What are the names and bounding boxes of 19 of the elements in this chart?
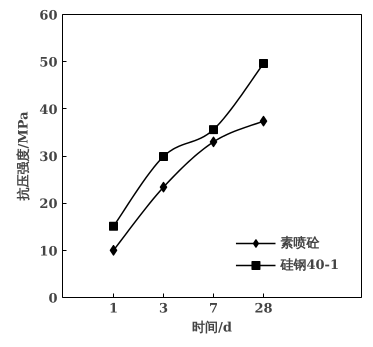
point: [209, 125, 218, 134]
x-tick-label: 1: [108, 302, 118, 316]
point: [159, 152, 168, 161]
x-tick-label: 3: [158, 302, 168, 316]
legend-label: 硅钢40-1: [280, 257, 339, 274]
y-tick-label: 50: [39, 56, 58, 71]
y-tick-label: 20: [39, 197, 58, 212]
x-tick-label: 28: [254, 302, 273, 316]
y-tick-label: 10: [39, 244, 58, 260]
point: [259, 59, 268, 68]
point: [109, 222, 118, 231]
y-axis-title: 抗压强度/MPa: [15, 110, 32, 202]
legend-label: 素喷砼: [280, 234, 320, 252]
y-tick-label: 0: [48, 292, 58, 306]
x-axis-title: 时间/d: [192, 320, 232, 336]
y-tick-label: 30: [39, 150, 58, 165]
x-tick-label: 7: [208, 302, 218, 316]
y-tick-label: 40: [39, 102, 58, 118]
y-tick-label: 60: [39, 8, 58, 24]
